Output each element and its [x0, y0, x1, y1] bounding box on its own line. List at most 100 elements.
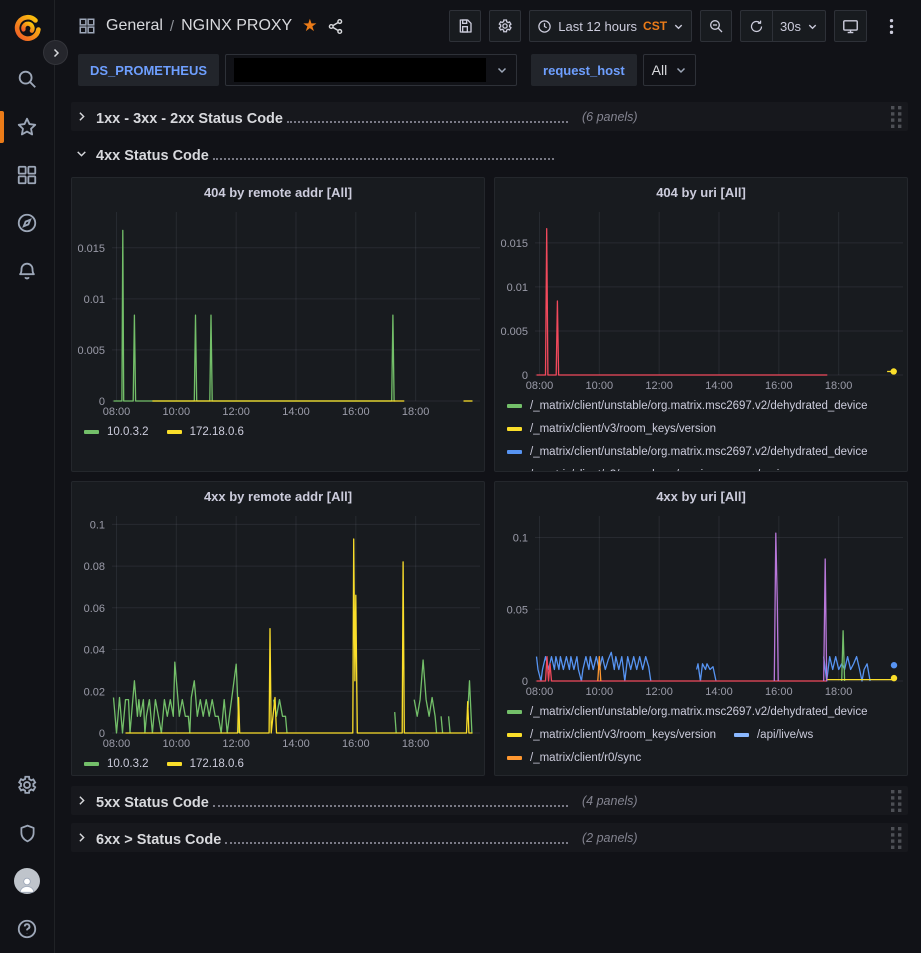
- row-header-5xx[interactable]: 5xx Status Code (4 panels): [71, 786, 908, 815]
- svg-text:10:00: 10:00: [586, 686, 614, 698]
- legend-swatch: [507, 755, 522, 760]
- svg-text:0.06: 0.06: [84, 603, 105, 615]
- panel-legend: /_matrix/client/unstable/org.matrix.msc2…: [495, 392, 907, 471]
- panel-legend: /_matrix/client/unstable/org.matrix.msc2…: [495, 698, 907, 775]
- legend-item[interactable]: /_matrix/client/unstable/org.matrix.msc2…: [507, 400, 868, 412]
- save-dashboard-button[interactable]: [449, 10, 482, 42]
- svg-text:16:00: 16:00: [765, 380, 793, 392]
- legend-label: /_matrix/client/unstable/org.matrix.msc2…: [530, 445, 868, 458]
- refresh-button[interactable]: [740, 10, 773, 42]
- legend-item[interactable]: /_matrix/client/v3/room_keys/version: [507, 423, 716, 435]
- row-title-leader: [212, 791, 568, 807]
- legend-label: /_matrix/client/v3/room_keys/version: [530, 422, 716, 435]
- apps-grid-icon: [17, 165, 37, 185]
- legend-row: /_matrix/client/unstable/org.matrix.msc2…: [507, 769, 899, 776]
- sidebar-item-explore[interactable]: [0, 199, 55, 247]
- favorite-star-icon[interactable]: ★: [302, 16, 318, 35]
- sidebar: [0, 0, 55, 953]
- dashboard-canvas: 1xx - 3xx - 2xx Status Code (6 panels) 4…: [56, 88, 921, 852]
- legend-item[interactable]: 10.0.3.2: [84, 758, 149, 770]
- legend-swatch: [166, 429, 182, 434]
- panel-404-by-remote-addr: 404 by remote addr [All] 08:00 10:00 12:00…: [71, 177, 485, 472]
- row-drag-handle[interactable]: [891, 105, 902, 128]
- timeseries-chart-404-uri[interactable]: 08:00 10:00 12:00 14:00 16:00 18:00 0 0.005 0.01…: [495, 206, 907, 392]
- row-header-4xx[interactable]: 4xx Status Code: [71, 139, 908, 168]
- legend-row: /_matrix/client/unstable/org.matrix.msc2…: [507, 700, 899, 723]
- svg-text:12:00: 12:00: [645, 380, 673, 392]
- legend-item[interactable]: /_matrix/client/v3/room_keys/version: [507, 729, 716, 741]
- gear-icon: [498, 19, 513, 33]
- variable-datasource: DS_PROMETHEUS: [78, 54, 518, 86]
- datasource-variable-select[interactable]: [225, 54, 518, 86]
- time-range-picker[interactable]: Last 12 hours CST: [529, 10, 693, 42]
- row-header-1xx-3xx-2xx[interactable]: 1xx - 3xx - 2xx Status Code (6 panels): [71, 102, 908, 131]
- panel-title[interactable]: 4xx by uri [All]: [656, 488, 746, 504]
- sidebar-item-configuration[interactable]: [0, 761, 55, 809]
- legend-item[interactable]: /_matrix/client/unstable/org.matrix.msc2…: [507, 706, 868, 718]
- svg-text:0.005: 0.005: [500, 326, 528, 338]
- sidebar-expand-button[interactable]: [43, 40, 68, 65]
- svg-text:18:00: 18:00: [825, 686, 853, 698]
- row-title-leader: [286, 107, 568, 123]
- sidebar-item-help[interactable]: [0, 905, 55, 953]
- legend-label: 172.18.0.6: [189, 425, 244, 438]
- panel-4xx-by-remote-addr: 4xx by remote addr [All] 08:00 10:00 12:00…: [71, 481, 485, 776]
- legend-item[interactable]: /_matrix/client/unstable/org.matrix.msc2…: [507, 446, 868, 458]
- refresh-icon: [750, 20, 763, 32]
- legend-row: /_matrix/client/v3/room_keys/version/api…: [507, 723, 899, 746]
- cycle-view-mode-button[interactable]: [834, 10, 867, 42]
- sidebar-item-starred[interactable]: [0, 103, 55, 151]
- share-icon[interactable]: [327, 18, 344, 35]
- panel-title[interactable]: 4xx by remote addr [All]: [203, 488, 353, 504]
- timeseries-chart-4xx-remote-addr[interactable]: 08:00 10:00 12:00 14:00 16:00 18:00 0 0.02 0.04 0…: [72, 510, 484, 750]
- legend-item[interactable]: 172.18.0.6: [166, 425, 244, 438]
- datasource-variable-label[interactable]: DS_PROMETHEUS: [78, 54, 220, 86]
- main-area: General / NGINX PROXY ★: [56, 0, 921, 953]
- legend-item[interactable]: /api/live/ws: [733, 729, 813, 741]
- chevron-down-icon: [807, 21, 818, 32]
- row-drag-handle[interactable]: [891, 826, 902, 849]
- row-drag-handle[interactable]: [891, 789, 902, 812]
- row-header-6xx[interactable]: 6xx > Status Code (2 panels): [71, 823, 908, 852]
- refresh-interval-picker[interactable]: 30s: [772, 10, 826, 42]
- row-title-leader: [225, 828, 568, 844]
- legend-item[interactable]: /_matrix/client/unstable/org.matrix.msc2…: [507, 775, 868, 776]
- legend-item[interactable]: /_matrix/client/r0/sync: [507, 752, 641, 764]
- legend-item[interactable]: 10.0.3.2: [84, 426, 149, 438]
- datasource-value-redacted: [234, 58, 487, 82]
- svg-text:10:00: 10:00: [163, 406, 191, 418]
- svg-text:0: 0: [522, 370, 528, 382]
- sidebar-item-search[interactable]: [0, 55, 55, 103]
- refresh-group: 30s: [740, 10, 826, 42]
- legend-item[interactable]: /sw.js: [734, 469, 785, 472]
- sidebar-item-profile[interactable]: [0, 857, 55, 905]
- svg-text:14:00: 14:00: [282, 738, 310, 750]
- sidebar-item-alerting[interactable]: [0, 247, 55, 295]
- timezone-label: CST: [643, 19, 668, 33]
- sidebar-item-dashboards[interactable]: [0, 151, 55, 199]
- timeseries-chart-404-remote-addr[interactable]: 08:00 10:00 12:00 14:00 16:00 18:00 0 0.005 0.01…: [72, 206, 484, 418]
- dashboard-settings-button[interactable]: [489, 10, 522, 42]
- timeseries-chart-4xx-uri[interactable]: 08:00 10:00 12:00 14:00 16:00 18:00 0 0.05 0.1: [495, 510, 907, 698]
- bell-icon: [19, 262, 35, 280]
- legend-item[interactable]: 172.18.0.6: [166, 757, 244, 770]
- request-host-variable-label[interactable]: request_host: [531, 54, 637, 86]
- breadcrumb-title[interactable]: NGINX PROXY: [181, 17, 293, 34]
- legend-row: /_matrix/client/unstable/org.matrix.msc2…: [507, 394, 899, 417]
- row-title: 6xx > Status Code: [96, 831, 222, 848]
- legend-item[interactable]: /_matrix/client/v3/room_keys/version: [507, 469, 716, 472]
- request-host-variable-select[interactable]: All: [642, 54, 697, 86]
- grafana-logo[interactable]: [0, 0, 55, 55]
- kebab-menu-icon: [889, 18, 893, 34]
- svg-text:10:00: 10:00: [163, 738, 191, 750]
- more-options-kebab[interactable]: [875, 10, 907, 42]
- legend-label: 172.18.0.6: [189, 757, 244, 770]
- legend-swatch: [166, 761, 182, 766]
- panel-title[interactable]: 404 by remote addr [All]: [203, 184, 353, 200]
- zoom-out-time-button[interactable]: [700, 10, 733, 42]
- breadcrumb-section[interactable]: General: [106, 17, 163, 34]
- request-host-value: All: [651, 62, 668, 78]
- sidebar-item-server-admin[interactable]: [0, 809, 55, 857]
- panel-title[interactable]: 404 by uri [All]: [656, 184, 746, 200]
- zoom-out-icon: [710, 20, 723, 33]
